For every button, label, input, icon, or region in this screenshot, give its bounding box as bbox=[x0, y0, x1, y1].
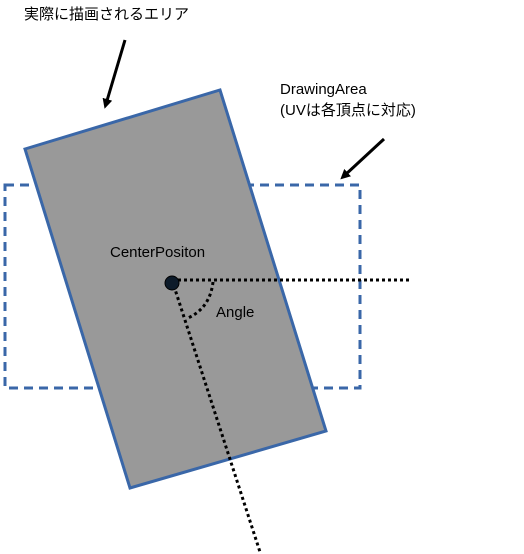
angle-arc bbox=[187, 281, 215, 320]
drawing-area-title-label: DrawingArea bbox=[280, 81, 367, 98]
center-position-label: CenterPositon bbox=[110, 244, 206, 261]
center-point bbox=[164, 275, 180, 291]
arrow-to-drawing-area bbox=[340, 137, 386, 180]
drawn-area-label: 実際に描画されるエリア bbox=[24, 6, 190, 23]
arrow-to-drawn-area bbox=[102, 39, 127, 109]
angle-label: Angle bbox=[216, 304, 255, 321]
drawing-area-note-label: (UVは各頂点に対応) bbox=[280, 102, 416, 119]
